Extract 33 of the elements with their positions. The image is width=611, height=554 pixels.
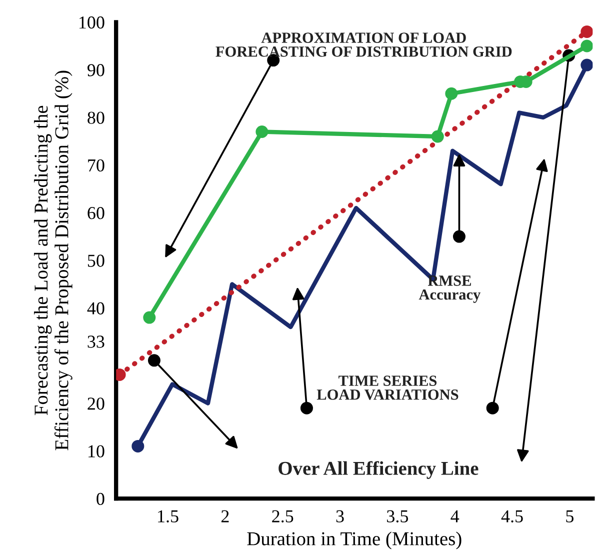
x-tick-label: 4.5 (501, 510, 523, 522)
x-tick-label: 5 (566, 510, 574, 522)
y-tick-label: 20 (88, 398, 104, 410)
y-tick-label: 33 (88, 336, 104, 348)
point (580, 58, 593, 72)
y-tick-label: 100 (79, 16, 104, 29)
y-tick-label: 0 (96, 492, 104, 506)
y-tick-label: 90 (88, 64, 104, 76)
point (256, 125, 268, 138)
x-tick-label: 3 (336, 510, 344, 522)
x-tick-label: 3.5 (387, 510, 408, 522)
point (431, 130, 444, 143)
point (143, 311, 156, 324)
annotation: Over All Efficiency Line (278, 461, 478, 479)
x-tick-label: 4 (450, 510, 460, 522)
annotation: RMSE Accuracy (418, 276, 481, 303)
point (580, 25, 593, 38)
y-tick-label: 80 (88, 112, 104, 124)
x-tick-label: 2.5 (272, 510, 294, 522)
y-tick-label: 50 (88, 254, 104, 267)
point (445, 87, 458, 100)
annotation: APPROXIMATION OF LOAD FORECASTING OF DISTRIBUTION GRID (216, 32, 512, 57)
y-axis-title: Forecasting the Load and Predicting the Efficiency of the Proposed Distribution Grid (%) (34, 70, 72, 450)
y-tick-label: 70 (88, 159, 104, 172)
y-tick-label: 10 (88, 445, 104, 458)
y-tick-label: 60 (88, 206, 104, 220)
x-tick-label: 2 (221, 510, 229, 522)
point (132, 440, 144, 452)
x-tick-label: 1.5 (158, 510, 178, 522)
point (580, 40, 593, 52)
annotation: TIME SERIES LOAD VARIATIONS (316, 376, 458, 400)
x-axis-title: Duration in Time (Minutes) (247, 532, 462, 550)
y-tick-label: 40 (87, 302, 104, 314)
